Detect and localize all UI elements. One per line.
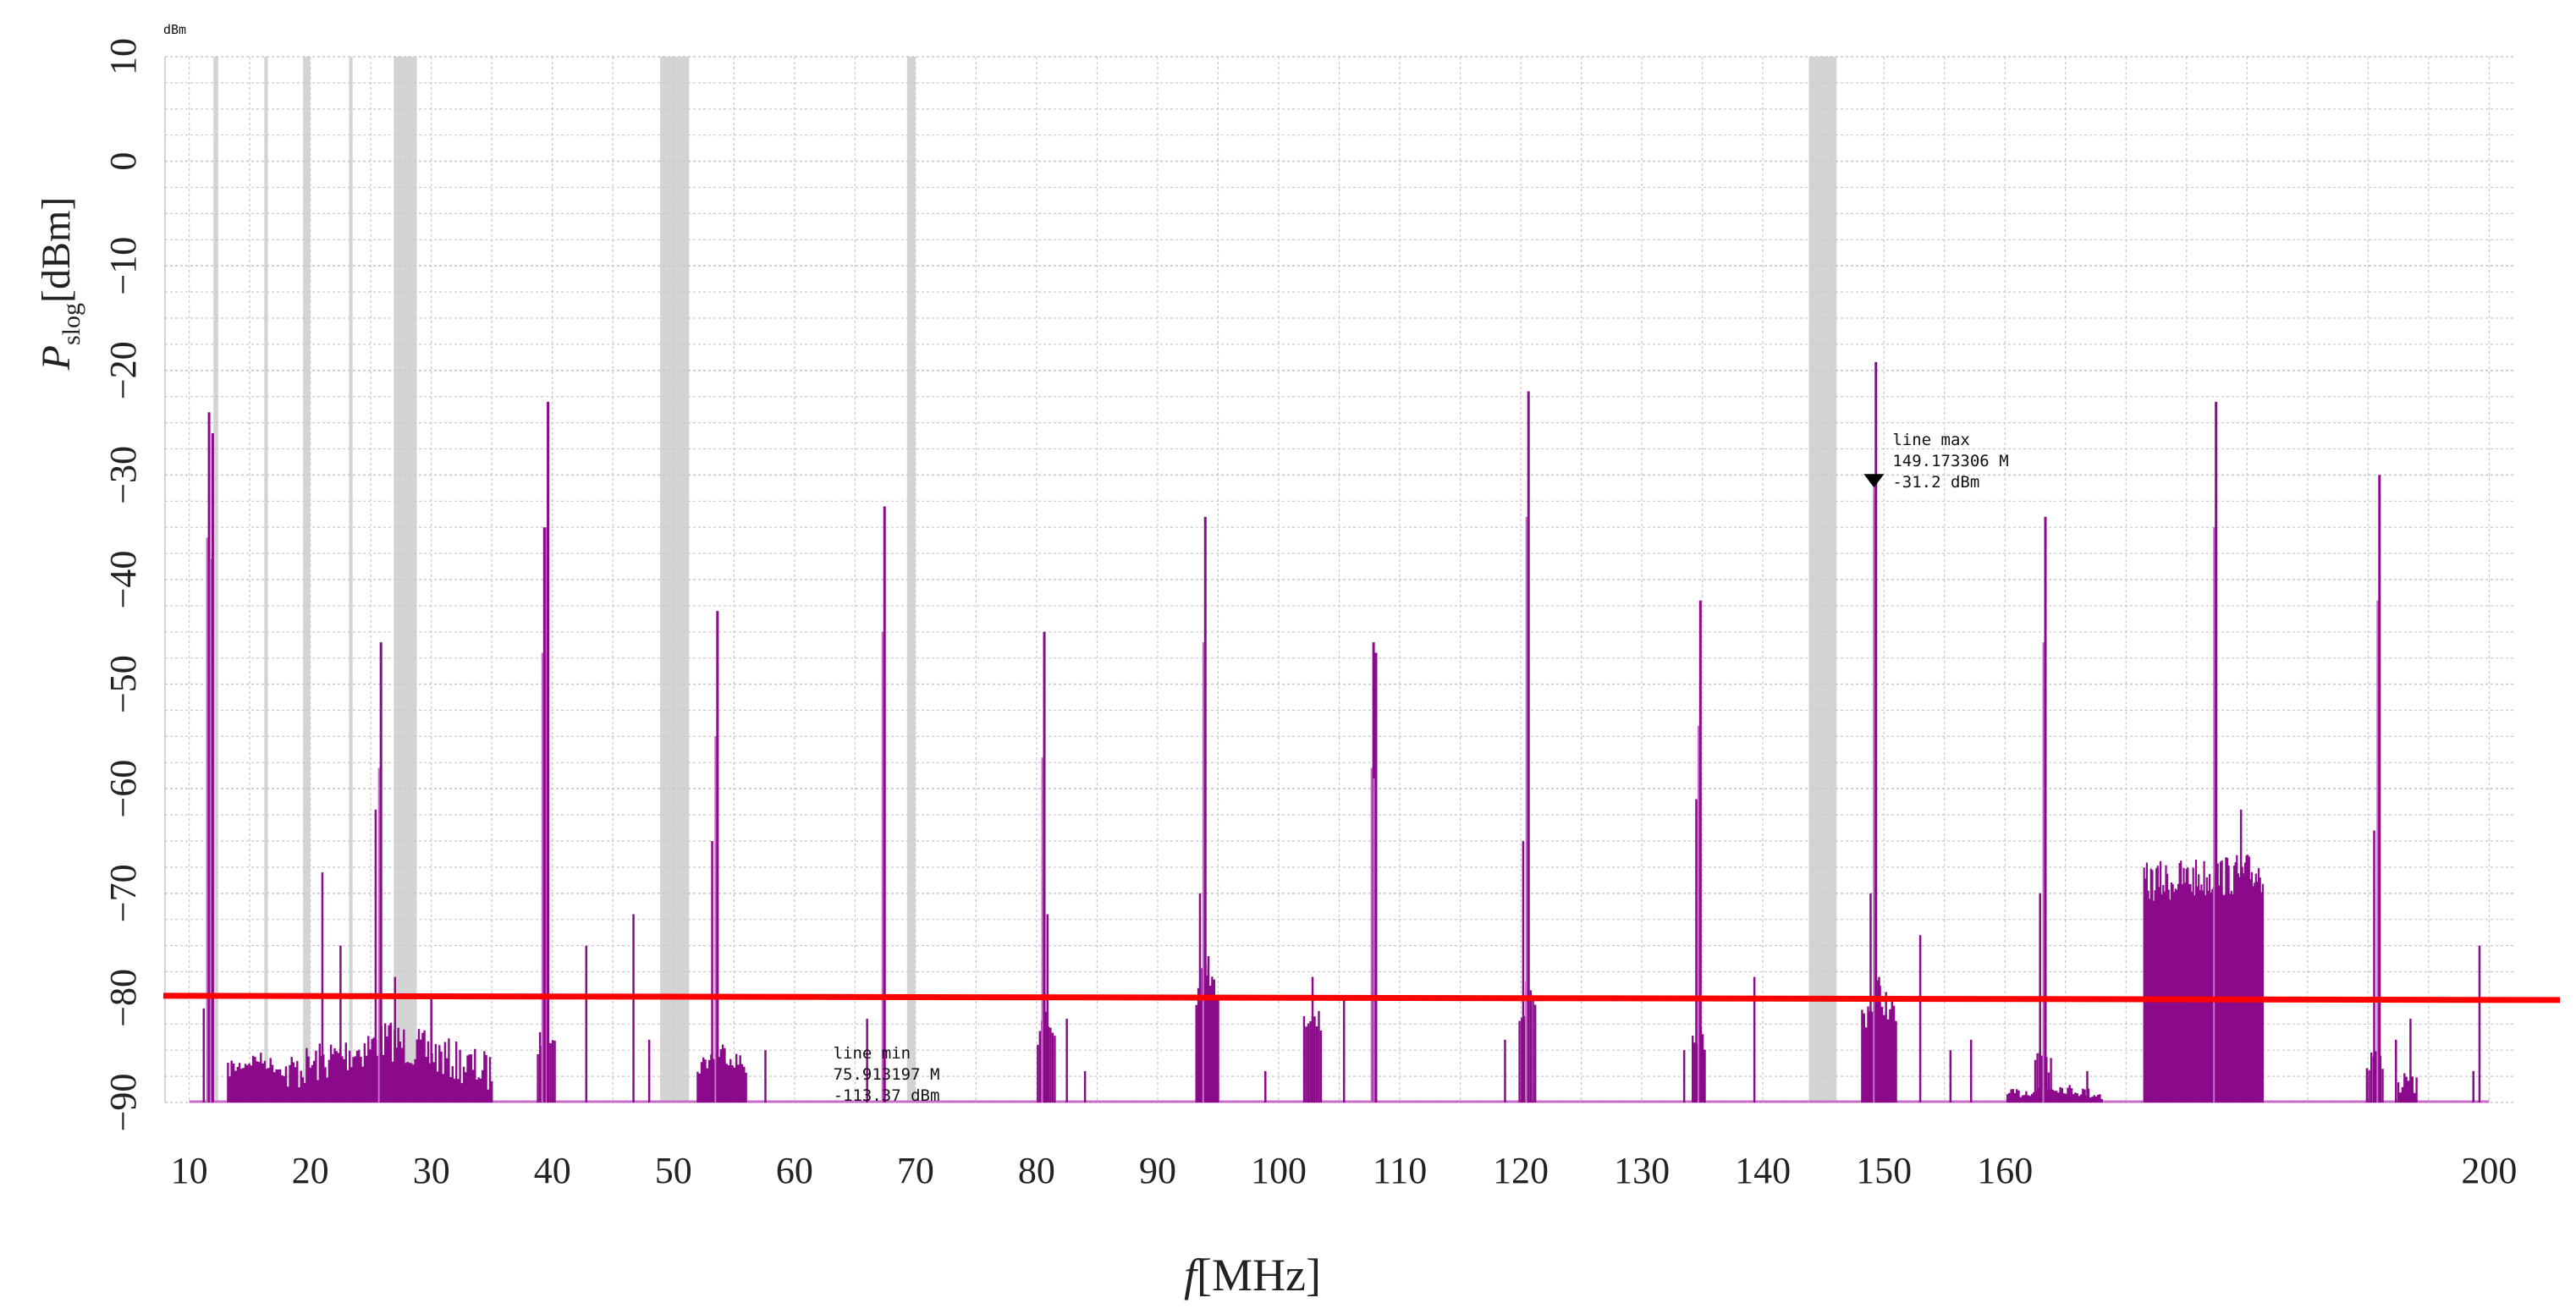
x-tick-label: 150 <box>1856 1150 1912 1191</box>
line-min-freq: 75.913197 M <box>834 1065 940 1084</box>
x-tick-label: 200 <box>2461 1150 2517 1191</box>
y-axis-label-sub: slog <box>58 303 85 345</box>
y-axis-label-unit: [dBm] <box>34 197 79 303</box>
line-max-annotation: line max 149.173306 M -31.2 dBm <box>1863 431 2009 492</box>
x-tick-label: 50 <box>655 1150 692 1191</box>
y-tick-label: −50 <box>102 655 144 713</box>
y-axis-label-var: P <box>34 345 79 371</box>
y-tick-label: −20 <box>102 341 144 399</box>
spectrum-trace <box>189 361 2490 1103</box>
x-tick-label: 70 <box>897 1150 934 1191</box>
line-min-title: line min <box>834 1044 911 1063</box>
spectrum-cluster-0 <box>227 1053 288 1102</box>
x-axis-label: f[MHz] <box>1184 1250 1321 1300</box>
excluded-band-1 <box>264 57 268 1102</box>
line-min-level: -113.37 dBm <box>834 1086 940 1105</box>
y-tick-label: −30 <box>102 446 144 504</box>
x-tick-label: 120 <box>1493 1150 1549 1191</box>
spectrum-cluster-4 <box>1037 1011 1056 1102</box>
x-tick-label: 100 <box>1251 1150 1307 1191</box>
x-tick-label: 110 <box>1373 1150 1427 1191</box>
y-tick-label: −70 <box>102 864 144 922</box>
x-tick-label: 40 <box>534 1150 571 1191</box>
x-tick-label: 30 <box>413 1150 450 1191</box>
threshold-line <box>162 992 2561 1003</box>
y-tick-label: 10 <box>102 38 144 75</box>
x-tick-label: 60 <box>776 1150 813 1191</box>
x-tick-label: 90 <box>1139 1150 1176 1191</box>
x-tick-label: 140 <box>1735 1150 1791 1191</box>
y-axis-label: Pslog[dBm] <box>34 197 85 371</box>
y-tick-label: −10 <box>102 237 144 295</box>
x-tick-label: 130 <box>1614 1150 1670 1191</box>
x-axis-ticks: 10 20 30 40 50 60 70 80 90 100 110 120 130 140 150 160 2… <box>171 1150 2518 1191</box>
spectrum-cluster-1 <box>284 1022 493 1102</box>
spectrum-dense-block <box>2143 855 2264 1102</box>
excluded-band-3 <box>349 57 353 1102</box>
line-max-level: -31.2 dBm <box>1892 473 1979 492</box>
spectrum-cluster-3 <box>696 1044 747 1102</box>
y-tick-label: −60 <box>102 760 144 818</box>
x-axis-label-unit: [MHz] <box>1197 1250 1321 1300</box>
y-tick-label: −80 <box>102 969 144 1027</box>
x-tick-label: 80 <box>1018 1150 1055 1191</box>
x-tick-label: 160 <box>1977 1150 2033 1191</box>
line-max-freq: 149.173306 M <box>1892 452 2008 470</box>
unit-label: dBm <box>163 22 186 37</box>
x-tick-label: 10 <box>171 1150 208 1191</box>
line-max-marker-icon <box>1863 474 1885 488</box>
y-tick-label: −40 <box>102 551 144 609</box>
line-min-annotation: line min 75.913197 M -113.37 dBm <box>834 1044 940 1105</box>
threshold-series-line <box>162 992 2561 1003</box>
x-tick-label: 20 <box>292 1150 329 1191</box>
excluded-band-2 <box>303 57 311 1102</box>
spectrum-cluster-13 <box>2397 1069 2418 1102</box>
y-tick-label: −90 <box>102 1074 144 1132</box>
excluded-band-6 <box>906 57 916 1102</box>
line-max-title: line max <box>1892 431 1970 449</box>
y-tick-label: 0 <box>102 152 144 171</box>
y-axis-ticks: 10 0 −10 −20 −30 −40 −50 −60 −70 −80 −90 <box>102 38 144 1131</box>
